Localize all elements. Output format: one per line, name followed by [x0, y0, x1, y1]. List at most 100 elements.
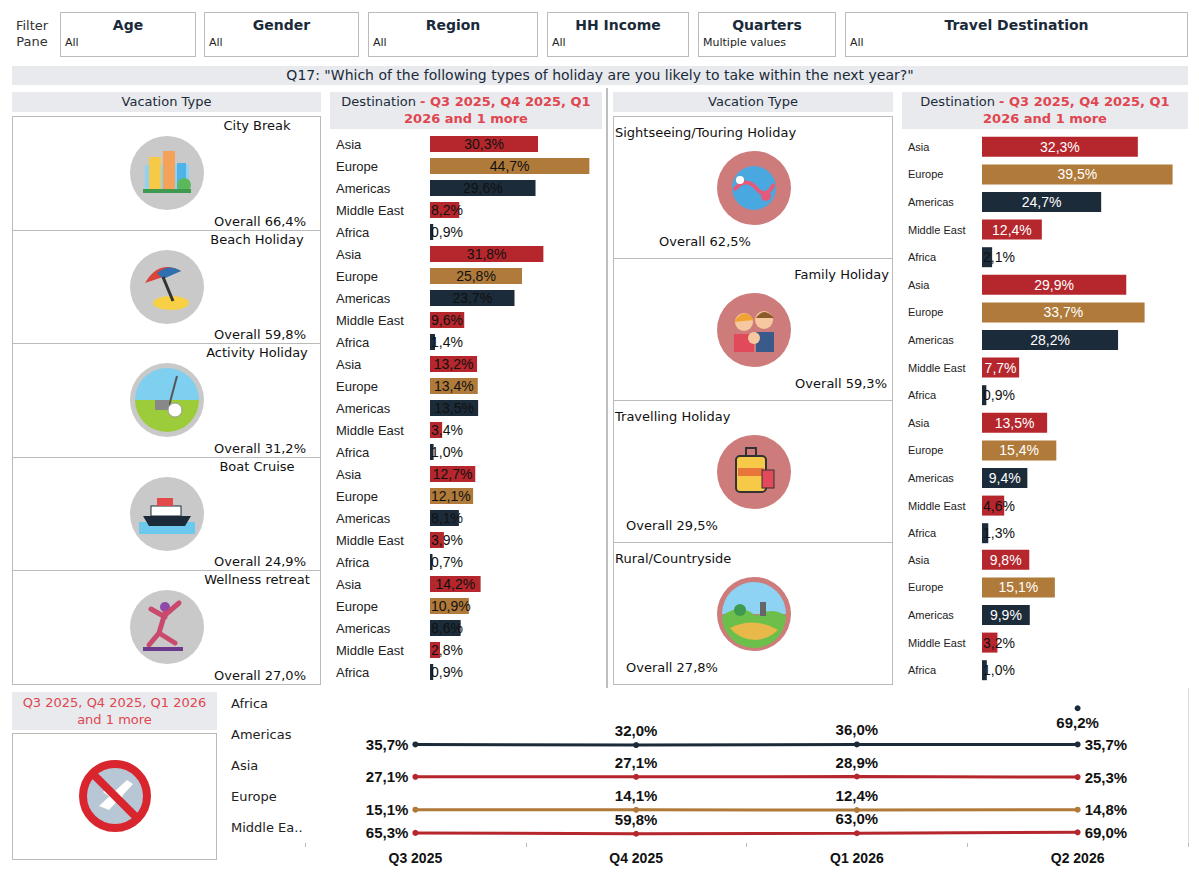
svg-text:Americas: Americas	[336, 511, 391, 526]
svg-text:39,5%: 39,5%	[1057, 166, 1097, 182]
svg-text:28,9%: 28,9%	[836, 754, 879, 771]
svg-text:Middle East: Middle East	[336, 423, 404, 438]
svg-text:Europe: Europe	[336, 599, 378, 614]
svg-text:1,0%: 1,0%	[431, 444, 463, 460]
svg-text:10,9%: 10,9%	[431, 598, 471, 614]
svg-text:65,3%: 65,3%	[366, 824, 409, 841]
svg-text:12,4%: 12,4%	[992, 222, 1032, 238]
svg-text:30,3%: 30,3%	[464, 136, 504, 152]
svg-text:Middle East: Middle East	[908, 362, 965, 374]
svg-text:Europe: Europe	[336, 159, 378, 174]
svg-text:Africa: Africa	[908, 664, 937, 676]
svg-text:15,4%: 15,4%	[999, 442, 1039, 458]
svg-text:25,3%: 25,3%	[1085, 769, 1128, 786]
svg-text:Americas: Americas	[336, 291, 391, 306]
svg-text:0,9%: 0,9%	[431, 664, 463, 680]
svg-text:Americas: Americas	[908, 609, 954, 621]
svg-text:8,2%: 8,2%	[431, 202, 463, 218]
svg-text:13,4%: 13,4%	[434, 378, 474, 394]
svg-text:Asia: Asia	[908, 279, 930, 291]
svg-text:35,7%: 35,7%	[366, 736, 409, 753]
svg-text:Africa: Africa	[336, 555, 370, 570]
svg-text:13,5%: 13,5%	[434, 400, 474, 416]
svg-text:Americas: Americas	[908, 196, 954, 208]
svg-text:Asia: Asia	[908, 554, 930, 566]
svg-text:29,9%: 29,9%	[1034, 277, 1074, 293]
svg-text:3,2%: 3,2%	[983, 635, 1015, 651]
svg-text:69,0%: 69,0%	[1085, 824, 1128, 841]
svg-text:32,0%: 32,0%	[615, 722, 658, 739]
svg-text:8,6%: 8,6%	[431, 620, 463, 636]
svg-text:Q3 2025: Q3 2025	[389, 850, 443, 866]
svg-text:Europe: Europe	[908, 581, 943, 593]
svg-text:29,6%: 29,6%	[463, 180, 503, 196]
svg-text:0,7%: 0,7%	[431, 554, 463, 570]
svg-text:Middle East: Middle East	[336, 313, 404, 328]
svg-text:Asia: Asia	[336, 357, 362, 372]
svg-text:Asia: Asia	[336, 247, 362, 262]
svg-text:Q4 2025: Q4 2025	[609, 850, 663, 866]
svg-text:63,0%: 63,0%	[836, 810, 879, 827]
svg-text:14,1%: 14,1%	[615, 787, 658, 804]
svg-text:27,1%: 27,1%	[366, 768, 409, 785]
svg-text:Asia: Asia	[336, 577, 362, 592]
svg-text:Europe: Europe	[908, 168, 943, 180]
svg-text:2,8%: 2,8%	[431, 642, 463, 658]
svg-text:Asia: Asia	[336, 137, 362, 152]
svg-text:Africa: Africa	[908, 527, 937, 539]
svg-text:Middle East: Middle East	[908, 500, 965, 512]
svg-text:3,4%: 3,4%	[431, 422, 463, 438]
svg-text:Asia: Asia	[908, 141, 930, 153]
svg-text:8,1%: 8,1%	[431, 510, 463, 526]
svg-text:31,8%: 31,8%	[467, 246, 507, 262]
svg-text:Americas: Americas	[908, 472, 954, 484]
svg-text:12,7%: 12,7%	[433, 466, 473, 482]
svg-text:13,2%: 13,2%	[434, 356, 474, 372]
svg-text:35,7%: 35,7%	[1085, 736, 1128, 753]
svg-text:0,9%: 0,9%	[431, 224, 463, 240]
svg-text:Europe: Europe	[336, 269, 378, 284]
svg-text:Europe: Europe	[336, 489, 378, 504]
svg-text:Africa: Africa	[908, 251, 937, 263]
svg-text:Asia: Asia	[908, 417, 930, 429]
svg-text:32,3%: 32,3%	[1040, 139, 1080, 155]
svg-text:Americas: Americas	[336, 181, 391, 196]
svg-text:Middle East: Middle East	[908, 637, 965, 649]
svg-text:Africa: Africa	[336, 225, 370, 240]
svg-text:Middle East: Middle East	[336, 533, 404, 548]
svg-text:59,8%: 59,8%	[615, 811, 658, 828]
svg-text:15,1%: 15,1%	[366, 801, 409, 818]
svg-text:1,0%: 1,0%	[983, 662, 1015, 678]
svg-text:28,2%: 28,2%	[1030, 332, 1070, 348]
svg-text:25,8%: 25,8%	[456, 268, 496, 284]
svg-text:12,4%: 12,4%	[836, 787, 879, 804]
svg-text:Asia: Asia	[336, 467, 362, 482]
svg-text:Americas: Americas	[336, 401, 391, 416]
svg-text:24,7%: 24,7%	[1022, 194, 1062, 210]
svg-text:2,1%: 2,1%	[983, 249, 1015, 265]
svg-text:Middle East: Middle East	[336, 643, 404, 658]
svg-text:Americas: Americas	[336, 621, 391, 636]
svg-text:33,7%: 33,7%	[1043, 304, 1083, 320]
svg-text:Q1 2026: Q1 2026	[830, 850, 884, 866]
svg-text:7,7%: 7,7%	[985, 360, 1017, 376]
svg-text:Europe: Europe	[908, 306, 943, 318]
svg-text:36,0%: 36,0%	[836, 721, 879, 738]
svg-text:9,4%: 9,4%	[989, 470, 1021, 486]
svg-text:Europe: Europe	[908, 444, 943, 456]
svg-text:Middle East: Middle East	[336, 203, 404, 218]
svg-text:4,6%: 4,6%	[983, 498, 1015, 514]
svg-text:Africa: Africa	[336, 665, 370, 680]
svg-text:Middle East: Middle East	[908, 224, 965, 236]
svg-text:Africa: Africa	[336, 445, 370, 460]
svg-text:1,4%: 1,4%	[431, 334, 463, 350]
svg-text:15,1%: 15,1%	[999, 579, 1039, 595]
svg-text:14,2%: 14,2%	[435, 576, 475, 592]
svg-text:44,7%: 44,7%	[490, 158, 530, 174]
svg-text:14,8%: 14,8%	[1085, 801, 1128, 818]
svg-text:9,9%: 9,9%	[990, 607, 1022, 623]
svg-text:3,9%: 3,9%	[431, 532, 463, 548]
svg-text:23,7%: 23,7%	[452, 290, 492, 306]
svg-text:27,1%: 27,1%	[615, 754, 658, 771]
svg-text:Europe: Europe	[336, 379, 378, 394]
